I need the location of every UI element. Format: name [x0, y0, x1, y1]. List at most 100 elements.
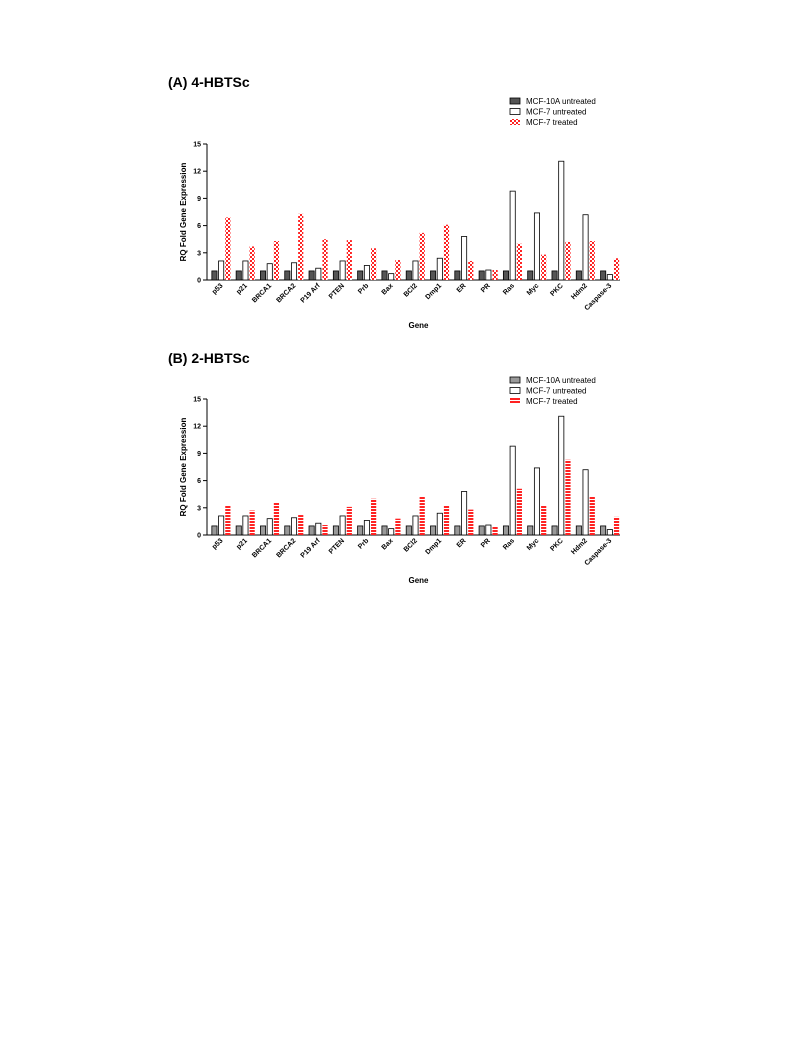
y-tick-label: 9: [197, 451, 201, 458]
bar-brca2-series-2: [291, 517, 298, 536]
bar-p21-series-3: [249, 510, 255, 535]
x-tick-label: Myc: [526, 282, 541, 297]
bar-bcl2-series-2: [412, 515, 419, 536]
bar-p21-series-3: [249, 246, 255, 280]
bar-pr-series-1: [478, 525, 485, 536]
bar-hdm2-series-3: [589, 241, 595, 280]
x-tick-label: Myc: [526, 537, 541, 552]
bar-pkc-series-1: [551, 525, 558, 536]
bar-bcl2-series-1: [405, 525, 412, 536]
bar-p53-series-2: [218, 260, 225, 281]
bar-caspase-3-series-2: [606, 274, 613, 281]
legend-swatch: [509, 108, 521, 115]
bar-pkc-series-1: [551, 270, 558, 281]
y-tick-label: 3: [197, 505, 201, 512]
y-tick-label: 12: [193, 169, 201, 176]
y-tick-label: 3: [197, 250, 201, 257]
x-tick-label: Ras: [502, 537, 516, 551]
x-tick-label: Dmp1: [425, 537, 444, 556]
bar-myc-series-1: [527, 525, 534, 536]
bar-er-series-1: [454, 525, 461, 536]
bar-brca2-series-1: [284, 270, 291, 281]
bar-p19-arf-series-1: [308, 525, 315, 536]
bar-er-series-2: [461, 236, 468, 281]
y-axis-title: RQ Fold Gene Expression: [179, 418, 188, 517]
panel-b-title: (B) 2-HBTSc: [168, 350, 250, 366]
x-tick-label: BRCA2: [275, 282, 297, 304]
bar-brca1-series-2: [266, 263, 273, 281]
bar-p21-series-2: [242, 260, 249, 281]
x-tick-label: Dmp1: [425, 282, 444, 301]
legend-swatch: [509, 387, 521, 394]
bar-ras-series-2: [509, 445, 516, 536]
bar-p19-arf-series-3: [322, 525, 328, 535]
x-tick-label: BRCA1: [251, 282, 273, 304]
x-tick-label: ER: [456, 537, 468, 549]
bar-bcl2-series-3: [419, 496, 425, 535]
bar-bcl2-series-1: [405, 270, 412, 281]
y-tick-label: 9: [197, 196, 201, 203]
bar-brca1-series-3: [273, 502, 280, 535]
bar-pkc-series-2: [558, 415, 565, 536]
bar-pten-series-1: [332, 270, 339, 281]
x-tick-label: Hdm2: [570, 537, 589, 556]
bar-p21-series-1: [235, 525, 242, 536]
bar-dmp1-series-3: [443, 505, 450, 535]
y-tick-label: 15: [193, 142, 201, 149]
legend-label: MCF-7 untreated: [526, 108, 586, 117]
x-tick-label: Prb: [357, 537, 370, 550]
x-tick-label: PKC: [549, 537, 564, 552]
panel-a-title: (A) 4-HBTSc: [168, 74, 250, 90]
bar-brca1-series-1: [260, 270, 267, 281]
x-tick-label: p21: [235, 537, 249, 551]
bar-ras-series-1: [502, 270, 509, 281]
bar-myc-series-3: [541, 254, 547, 280]
y-tick-label: 6: [197, 478, 201, 485]
y-axis-title: RQ Fold Gene Expression: [179, 163, 188, 262]
bar-p21-series-1: [235, 270, 242, 281]
bar-caspase-3-series-3: [613, 516, 620, 535]
bar-p19-arf-series-1: [308, 270, 315, 281]
y-tick-label: 0: [197, 278, 201, 285]
x-tick-label: ER: [456, 282, 468, 294]
bar-pr-series-3: [492, 526, 498, 535]
bar-prb-series-3: [371, 248, 377, 280]
bar-bax-series-2: [388, 528, 395, 536]
bar-brca1-series-1: [260, 525, 267, 536]
x-tick-label: PKC: [549, 282, 564, 297]
bar-p19-arf-series-3: [322, 239, 328, 280]
bar-pten-series-1: [332, 525, 339, 536]
bar-pten-series-3: [346, 506, 352, 535]
x-tick-label: PTEN: [328, 282, 346, 300]
bar-ras-series-2: [509, 190, 516, 281]
bar-p19-arf-series-2: [315, 267, 322, 281]
bar-dmp1-series-2: [436, 257, 443, 281]
bar-prb-series-3: [371, 498, 377, 535]
x-tick-label: BRCA2: [275, 537, 297, 559]
bar-prb-series-2: [363, 265, 370, 281]
y-tick-label: 12: [193, 424, 201, 431]
legend-label: MCF-10A untreated: [526, 376, 596, 385]
bar-myc-series-1: [527, 270, 534, 281]
bar-er-series-3: [468, 260, 474, 280]
y-tick-label: 15: [193, 397, 201, 404]
bar-hdm2-series-3: [589, 496, 595, 535]
y-tick-label: 0: [197, 533, 201, 540]
bar-prb-series-2: [363, 520, 370, 536]
y-tick-label: 6: [197, 223, 201, 230]
bar-er-series-3: [468, 509, 474, 535]
legend-label: MCF-7 treated: [526, 118, 578, 127]
bar-pkc-series-2: [558, 160, 565, 281]
bar-p53-series-2: [218, 515, 225, 536]
legend-swatch: [510, 398, 520, 404]
x-tick-label: PR: [480, 282, 492, 294]
bar-bcl2-series-2: [412, 260, 419, 281]
bar-hdm2-series-2: [582, 214, 589, 281]
bar-myc-series-3: [541, 505, 547, 535]
bar-caspase-3-series-1: [600, 270, 607, 281]
bar-hdm2-series-1: [575, 270, 582, 281]
bar-dmp1-series-1: [430, 270, 437, 281]
bar-brca2-series-3: [298, 515, 304, 535]
